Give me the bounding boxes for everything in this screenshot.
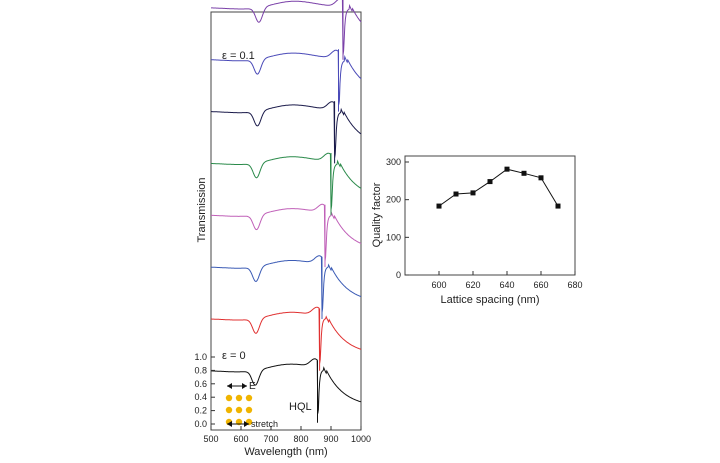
hql-label: HQL (289, 401, 312, 413)
right-x-tick-label: 680 (567, 280, 582, 290)
right-y-ticks: 0 100 200 300 (386, 157, 409, 280)
transmission-trace-1 (211, 306, 362, 371)
left-y-axis-label: Transmission (196, 178, 208, 243)
lattice-dot (235, 394, 243, 402)
right-x-axis-label: Lattice spacing (nm) (440, 294, 539, 306)
left-x-ticks: 500 600 700 800 900 1000 (203, 426, 371, 444)
right-x-ticks: 600 620 640 660 680 (431, 271, 583, 290)
right-plot-frame (404, 155, 576, 276)
quality-factor-series (436, 166, 561, 209)
left-x-tick-label: 500 (203, 434, 218, 444)
quality-factor-point (470, 190, 476, 196)
lattice-inset: E stretch (225, 381, 278, 429)
left-y-tick-label: 0.0 (194, 419, 207, 429)
left-y-tick-label: 1.0 (194, 352, 207, 362)
left-x-tick-label: 1000 (351, 434, 371, 444)
transmission-trace-2 (211, 255, 362, 319)
quality-factor-line (438, 168, 559, 207)
left-y-tick-label: 0.4 (194, 392, 207, 402)
quality-factor-point (436, 203, 442, 209)
lattice-dots (225, 394, 253, 426)
transmission-trace-7 (211, 0, 362, 60)
left-x-tick-label: 700 (263, 434, 278, 444)
right-y-axis-label: Quality factor (371, 182, 383, 247)
field-label: E (249, 381, 256, 392)
left-y-tick-label: 0.6 (194, 379, 207, 389)
stretch-arrow-head-right (244, 421, 249, 427)
quality-factor-point (453, 191, 459, 197)
lattice-dot (245, 406, 253, 414)
field-arrow-head-left (227, 383, 232, 389)
lattice-dot (235, 406, 243, 414)
lattice-dot (245, 394, 253, 402)
right-y-tick-label: 200 (386, 195, 401, 205)
right-x-tick-label: 620 (465, 280, 480, 290)
stretch-label: stretch (251, 419, 278, 429)
quality-factor-point (504, 166, 510, 172)
transmission-trace-5 (211, 101, 362, 164)
left-x-axis-label: Wavelength (nm) (244, 446, 327, 458)
field-arrow-head-right (242, 383, 247, 389)
left-y-tick-label: 0.2 (194, 406, 207, 416)
quality-factor-point (521, 170, 527, 176)
stretch-arrow-head-left (227, 421, 232, 427)
right-y-tick-label: 100 (386, 232, 401, 242)
right-y-tick-label: 0 (396, 270, 401, 280)
left-x-tick-label: 600 (233, 434, 248, 444)
transmission-trace-6 (211, 49, 362, 112)
left-x-tick-label: 800 (293, 434, 308, 444)
left-plot-frame (210, 11, 362, 431)
transmission-panel: 500 600 700 800 900 1000 0.0 0.2 0.4 0.6 0.8 1.0 W… (194, 0, 371, 458)
left-y-ticks: 0.0 0.2 0.4 0.6 0.8 1.0 (194, 352, 215, 429)
right-x-tick-label: 640 (499, 280, 514, 290)
quality-factor-point (487, 179, 493, 185)
right-x-tick-label: 600 (431, 280, 446, 290)
epsilon-bottom-label: ε = 0 (222, 350, 246, 362)
quality-factor-point (555, 203, 561, 209)
transmission-trace-0 (211, 358, 362, 423)
epsilon-top-label: ε = 0.1 (222, 50, 255, 62)
lattice-dot (225, 406, 233, 414)
right-y-tick-label: 300 (386, 157, 401, 167)
left-y-tick-label: 0.8 (194, 365, 207, 375)
right-x-tick-label: 660 (533, 280, 548, 290)
left-x-tick-label: 900 (323, 434, 338, 444)
transmission-trace-4 (211, 152, 362, 216)
transmission-trace-3 (211, 203, 362, 268)
quality-factor-panel: 600 620 640 660 680 0 100 200 300 Lattice spaci… (371, 155, 583, 306)
transmission-traces (211, 0, 362, 423)
quality-factor-point (538, 175, 544, 181)
lattice-dot (225, 394, 233, 402)
